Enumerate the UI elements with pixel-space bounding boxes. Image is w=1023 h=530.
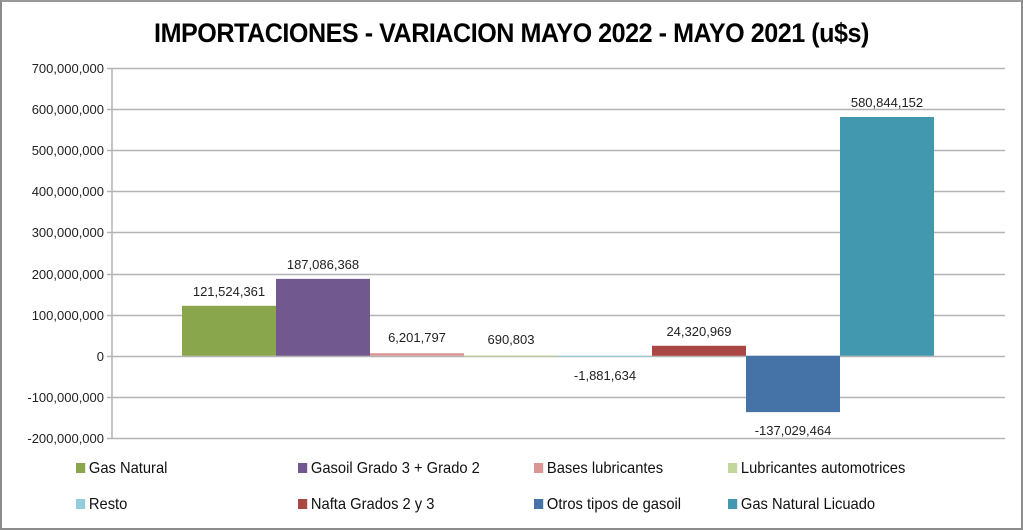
bar-otros-tipos-de-gasoil [746, 355, 840, 413]
legend-swatch [728, 499, 738, 509]
data-label: -1,881,634 [574, 368, 636, 383]
legend-label: Gas Natural [88, 460, 168, 477]
data-label: 121,524,361 [193, 284, 265, 299]
legend-label: Otros tipos de gasoil [546, 496, 682, 513]
bar-resto [558, 355, 652, 357]
y-tick-label: -200,000,000 [27, 431, 104, 446]
y-tick-label: 100,000,000 [32, 308, 104, 323]
legend-item: Resto [76, 496, 127, 514]
legend-label: Gas Natural Licuado [740, 496, 876, 513]
chart-title: IMPORTACIONES - VARIACION MAYO 2022 - MA… [154, 18, 869, 48]
y-tick-label: 400,000,000 [32, 184, 104, 199]
data-label: 580,844,152 [851, 95, 923, 110]
bar-gasoil-grado-3-grado-2 [276, 278, 370, 356]
legend-item: Otros tipos de gasoil [534, 496, 681, 514]
data-label: 24,320,969 [666, 324, 731, 339]
legend-swatch [534, 499, 544, 509]
legend-label: Lubricantes automotrices [740, 460, 906, 477]
data-labels: 121,524,361 187,086,368 6,201,797 690,803 -1… [193, 95, 923, 438]
y-axis-ticks: 700,000,000 600,000,000 500,000,000 400,000… [27, 61, 104, 446]
legend-item: Bases lubricantes [534, 460, 663, 478]
legend-item: Lubricantes automotrices [728, 460, 905, 478]
data-label: 6,201,797 [388, 330, 446, 345]
legend-label: Bases lubricantes [546, 460, 664, 477]
legend-label: Nafta Grados 2 y 3 [310, 496, 435, 513]
y-tick-label: 200,000,000 [32, 267, 104, 282]
legend-swatch [728, 463, 738, 473]
y-tick-label: -100,000,000 [27, 390, 104, 405]
data-label: 187,086,368 [287, 257, 359, 272]
bars [182, 116, 934, 413]
legend-label: Gasoil Grado 3 + Grado 2 [310, 460, 480, 477]
y-tick-label: 300,000,000 [32, 225, 104, 240]
legend-item: Nafta Grados 2 y 3 [298, 496, 434, 514]
y-tick-label: 600,000,000 [32, 102, 104, 117]
data-label: 690,803 [488, 332, 535, 347]
legend-swatch [76, 499, 86, 509]
legend-item: Gas Natural Licuado [728, 496, 875, 514]
bar-bases-lubricantes [370, 353, 464, 356]
legend-swatch [76, 463, 86, 473]
legend-swatch [534, 463, 544, 473]
legend-swatch [298, 463, 308, 473]
bar-lubricantes-automotrices [464, 355, 558, 357]
y-tick-label: 0 [97, 349, 104, 364]
legend-item: Gasoil Grado 3 + Grado 2 [298, 460, 480, 478]
y-tick-label: 500,000,000 [32, 143, 104, 158]
y-tick-label: 700,000,000 [32, 61, 104, 76]
legend-item: Gas Natural [76, 460, 167, 478]
bar-gas-natural [182, 305, 276, 356]
legend-swatch [298, 499, 308, 509]
bar-gas-natural-licuado [840, 116, 934, 356]
data-label: -137,029,464 [755, 423, 832, 438]
bar-nafta-grados-2-y-3 [652, 345, 746, 356]
legend-label: Resto [88, 496, 128, 513]
